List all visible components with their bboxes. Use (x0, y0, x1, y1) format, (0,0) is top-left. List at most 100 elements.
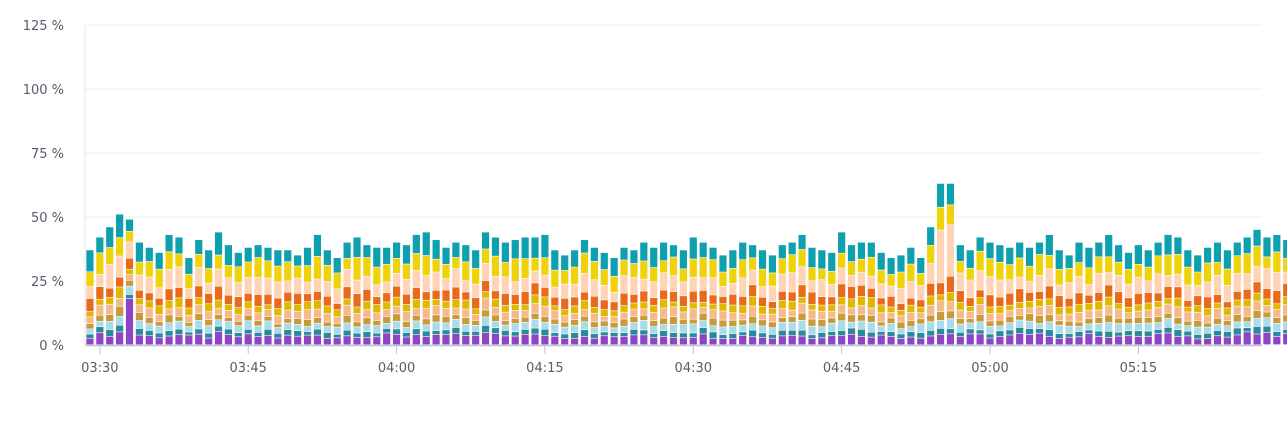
bar-segment (244, 329, 252, 334)
bar-segment (1164, 286, 1172, 299)
bar-segment (956, 332, 964, 337)
bar-stack (689, 237, 697, 345)
bar-segment (739, 332, 747, 336)
bar-segment (383, 328, 391, 333)
bar-segment (600, 309, 608, 316)
bar-segment (1213, 242, 1222, 263)
bar-segment (412, 334, 420, 345)
bar-segment (106, 314, 114, 322)
bar-segment (778, 322, 786, 330)
bar-segment (1124, 269, 1133, 284)
bar-segment (155, 298, 163, 306)
bar-segment (452, 333, 460, 345)
bar-segment (847, 308, 856, 315)
bar-segment (284, 329, 292, 335)
bar-segment (828, 318, 836, 323)
bar-segment (1263, 237, 1271, 257)
bar-segment (303, 326, 312, 332)
bar-stack (709, 247, 717, 345)
bar-segment (195, 298, 203, 305)
bar-segment (986, 313, 994, 321)
bar-segment (551, 336, 559, 345)
bar-segment (749, 258, 757, 270)
bar-segment (195, 240, 203, 255)
bar-segment (125, 274, 134, 280)
bar-segment (867, 337, 875, 345)
bar-segment (491, 333, 500, 345)
bar-segment (551, 287, 559, 297)
bar-segment (511, 323, 519, 332)
bar-segment (877, 313, 885, 322)
bar-segment (452, 287, 460, 300)
bar-segment (452, 242, 460, 258)
bar-segment (590, 313, 598, 322)
bar-segment (897, 303, 905, 311)
bar-segment (1253, 318, 1261, 327)
bar-segment (1144, 267, 1152, 281)
bar-segment (1283, 297, 1287, 305)
bar-segment (1263, 288, 1271, 299)
bar-segment (847, 275, 856, 287)
bar-segment (234, 267, 242, 283)
bar-segment (946, 292, 955, 302)
bar-segment (205, 304, 213, 312)
bar-segment (867, 315, 875, 322)
bar-segment (1213, 324, 1222, 331)
bar-segment (1006, 330, 1014, 335)
bar-segment (719, 304, 727, 311)
bar-segment (1233, 306, 1241, 315)
bar-segment (145, 330, 153, 336)
bar-segment (660, 273, 668, 290)
bar-segment (1006, 293, 1014, 305)
bar-segment (96, 321, 104, 327)
bar-segment (1283, 315, 1287, 322)
bar-segment (402, 311, 411, 322)
bar-segment (887, 274, 895, 286)
bar-segment (412, 329, 420, 335)
bar-segment (1114, 309, 1123, 318)
bar-segment (521, 291, 529, 305)
bar-segment (343, 269, 351, 287)
bar-segment (867, 332, 875, 337)
bar-segment (402, 304, 411, 312)
bar-segment (788, 335, 796, 345)
bar-segment (1055, 269, 1063, 285)
bar-segment (135, 335, 143, 345)
bar-segment (1213, 336, 1222, 345)
bar-segment (165, 336, 173, 345)
bar-segment (907, 298, 915, 305)
bar-stack (1233, 242, 1241, 345)
bar-segment (1223, 315, 1231, 321)
bar-segment (383, 302, 391, 310)
bar-segment (373, 304, 381, 313)
bar-segment (541, 258, 549, 275)
bar-segment (818, 320, 826, 327)
bar-segment (412, 321, 420, 329)
bar-segment (333, 289, 341, 304)
bar-segment (1065, 283, 1073, 299)
bar-segment (185, 326, 193, 332)
bar-segment (175, 329, 183, 335)
bar-segment (778, 318, 786, 323)
bar-segment (422, 308, 430, 319)
bar-segment (1204, 316, 1212, 323)
bar-segment (432, 299, 440, 306)
bar-segment (788, 242, 796, 255)
bar-stack (867, 242, 875, 345)
bar-segment (798, 313, 806, 321)
bar-segment (1204, 338, 1212, 345)
bar-segment (383, 264, 391, 282)
bar-segment (294, 266, 302, 278)
bar-segment (353, 237, 361, 258)
bar-segment (1184, 336, 1192, 345)
bar-segment (1273, 272, 1281, 291)
bar-segment (501, 320, 509, 325)
bar-segment (590, 333, 598, 338)
bar-segment (768, 328, 777, 335)
bar-segment (135, 290, 143, 299)
bar-segment (1134, 264, 1142, 277)
bar-segment (669, 275, 678, 292)
bar-segment (333, 303, 341, 310)
bar-stack (234, 252, 242, 345)
bar-segment (363, 318, 371, 325)
